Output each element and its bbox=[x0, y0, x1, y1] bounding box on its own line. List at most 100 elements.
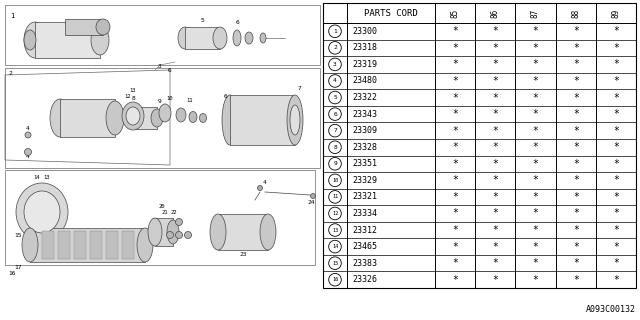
Text: 6: 6 bbox=[235, 20, 239, 25]
Text: *: * bbox=[613, 159, 619, 169]
Text: 5: 5 bbox=[333, 95, 337, 100]
Text: A093C00132: A093C00132 bbox=[586, 305, 636, 314]
Ellipse shape bbox=[91, 25, 109, 55]
Text: *: * bbox=[573, 142, 579, 152]
Text: 20: 20 bbox=[159, 204, 165, 209]
Bar bbox=[185, 27, 220, 49]
Text: 23329: 23329 bbox=[352, 176, 377, 185]
Text: *: * bbox=[532, 192, 538, 202]
Text: 23319: 23319 bbox=[352, 60, 377, 69]
Text: *: * bbox=[452, 142, 458, 152]
Text: *: * bbox=[532, 92, 538, 102]
Text: 16: 16 bbox=[8, 271, 15, 276]
Ellipse shape bbox=[126, 107, 140, 125]
Ellipse shape bbox=[260, 33, 266, 43]
Text: *: * bbox=[452, 26, 458, 36]
Text: *: * bbox=[573, 192, 579, 202]
Ellipse shape bbox=[25, 132, 31, 138]
Ellipse shape bbox=[175, 231, 182, 238]
Text: PARTS CORD: PARTS CORD bbox=[364, 9, 418, 18]
Text: 4: 4 bbox=[333, 78, 337, 84]
Text: 24: 24 bbox=[307, 200, 315, 205]
Ellipse shape bbox=[260, 214, 276, 250]
Text: *: * bbox=[613, 225, 619, 235]
Text: *: * bbox=[452, 43, 458, 53]
Text: 9: 9 bbox=[333, 161, 337, 166]
Text: 88: 88 bbox=[572, 8, 580, 18]
Text: *: * bbox=[573, 126, 579, 136]
Text: 23351: 23351 bbox=[352, 159, 377, 168]
Bar bbox=[230, 95, 295, 145]
Text: *: * bbox=[573, 159, 579, 169]
Ellipse shape bbox=[122, 102, 144, 130]
Ellipse shape bbox=[189, 111, 197, 123]
Ellipse shape bbox=[16, 183, 68, 241]
Text: *: * bbox=[573, 109, 579, 119]
Text: *: * bbox=[573, 208, 579, 219]
Text: *: * bbox=[452, 208, 458, 219]
Ellipse shape bbox=[148, 218, 162, 246]
Text: 15: 15 bbox=[14, 233, 22, 238]
Text: *: * bbox=[532, 109, 538, 119]
Bar bbox=[135, 107, 157, 129]
Ellipse shape bbox=[106, 101, 124, 135]
Circle shape bbox=[329, 273, 341, 286]
Text: *: * bbox=[613, 192, 619, 202]
Text: 3: 3 bbox=[158, 64, 162, 69]
Text: *: * bbox=[613, 126, 619, 136]
Text: *: * bbox=[452, 225, 458, 235]
Text: 3: 3 bbox=[333, 62, 337, 67]
Circle shape bbox=[329, 207, 341, 220]
Bar bbox=[5, 5, 320, 65]
Text: *: * bbox=[532, 225, 538, 235]
Ellipse shape bbox=[290, 105, 300, 135]
Circle shape bbox=[329, 108, 341, 120]
Text: *: * bbox=[532, 159, 538, 169]
Circle shape bbox=[329, 124, 341, 137]
Text: *: * bbox=[532, 242, 538, 252]
Text: *: * bbox=[492, 159, 498, 169]
Text: *: * bbox=[532, 60, 538, 69]
Text: *: * bbox=[492, 258, 498, 268]
Text: *: * bbox=[452, 159, 458, 169]
Text: *: * bbox=[532, 142, 538, 152]
Bar bbox=[74, 231, 86, 259]
Text: 9: 9 bbox=[158, 99, 162, 104]
Text: *: * bbox=[492, 60, 498, 69]
Text: *: * bbox=[532, 126, 538, 136]
Text: 13: 13 bbox=[44, 175, 51, 180]
Text: *: * bbox=[452, 192, 458, 202]
Text: *: * bbox=[573, 242, 579, 252]
Text: *: * bbox=[492, 142, 498, 152]
Text: 23318: 23318 bbox=[352, 43, 377, 52]
Text: *: * bbox=[573, 275, 579, 285]
Text: 12: 12 bbox=[125, 94, 131, 99]
Text: 23300: 23300 bbox=[352, 27, 377, 36]
Ellipse shape bbox=[222, 95, 238, 145]
Ellipse shape bbox=[22, 228, 38, 262]
Text: 23383: 23383 bbox=[352, 259, 377, 268]
Ellipse shape bbox=[287, 95, 303, 145]
Text: *: * bbox=[452, 109, 458, 119]
Text: *: * bbox=[613, 92, 619, 102]
Text: 85: 85 bbox=[451, 8, 460, 18]
Text: 8: 8 bbox=[131, 96, 135, 101]
Ellipse shape bbox=[178, 27, 192, 49]
Text: 23312: 23312 bbox=[352, 226, 377, 235]
Bar bbox=[106, 231, 118, 259]
Text: *: * bbox=[492, 208, 498, 219]
Circle shape bbox=[329, 91, 341, 104]
Circle shape bbox=[329, 141, 341, 154]
Bar bbox=[35, 22, 100, 58]
Text: *: * bbox=[532, 275, 538, 285]
Circle shape bbox=[329, 157, 341, 170]
Text: *: * bbox=[573, 225, 579, 235]
Text: *: * bbox=[613, 76, 619, 86]
Text: *: * bbox=[573, 258, 579, 268]
Ellipse shape bbox=[166, 231, 173, 238]
Bar bbox=[60, 99, 115, 137]
Text: *: * bbox=[452, 92, 458, 102]
Text: *: * bbox=[492, 43, 498, 53]
Text: *: * bbox=[613, 208, 619, 219]
Text: 23: 23 bbox=[239, 252, 247, 257]
